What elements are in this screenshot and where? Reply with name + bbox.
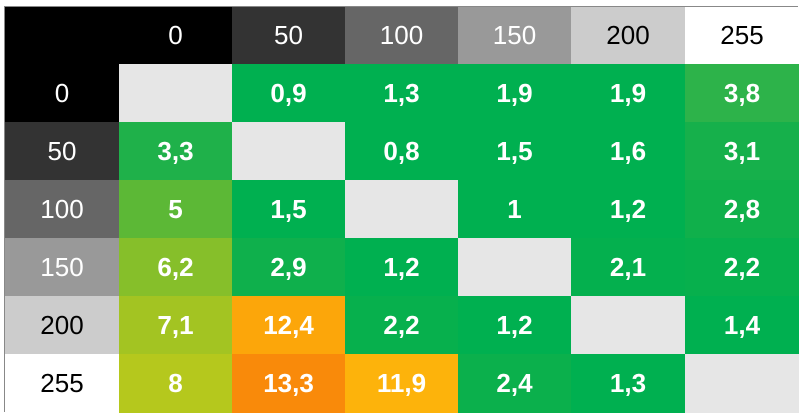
column-header: 200 — [571, 7, 685, 64]
value-cell: 11,9 — [345, 354, 458, 413]
table: 0 50 100 150 200 255 0 0,9 1,3 1,9 1,9 3,8 50 3,3 0,8 1… — [4, 6, 799, 413]
value-cell: 1,3 — [345, 64, 458, 122]
value-cell: 1,2 — [571, 180, 685, 238]
empty-cell — [458, 238, 571, 296]
value-cell: 1,6 — [571, 122, 685, 180]
value-cell: 2,9 — [232, 238, 345, 296]
column-header: 0 — [119, 7, 232, 64]
row-header: 200 — [5, 296, 119, 354]
value-cell: 0,8 — [345, 122, 458, 180]
value-cell: 2,2 — [685, 238, 799, 296]
value-cell: 13,3 — [232, 354, 345, 413]
value-cell: 1,5 — [458, 122, 571, 180]
value-cell: 1,9 — [458, 64, 571, 122]
value-cell: 5 — [119, 180, 232, 238]
row-header: 255 — [5, 354, 119, 413]
column-header: 100 — [345, 7, 458, 64]
empty-cell — [232, 122, 345, 180]
row-header: 50 — [5, 122, 119, 180]
column-header: 50 — [232, 7, 345, 64]
value-cell: 1,2 — [345, 238, 458, 296]
empty-cell — [571, 296, 685, 354]
value-cell: 1 — [458, 180, 571, 238]
empty-cell — [685, 354, 799, 413]
value-cell: 7,1 — [119, 296, 232, 354]
value-cell: 1,5 — [232, 180, 345, 238]
corner-cell — [5, 7, 119, 64]
column-header: 255 — [685, 7, 799, 64]
value-cell: 1,4 — [685, 296, 799, 354]
value-cell: 1,2 — [458, 296, 571, 354]
empty-cell — [345, 180, 458, 238]
row-header: 100 — [5, 180, 119, 238]
row-header: 150 — [5, 238, 119, 296]
row-header: 0 — [5, 64, 119, 122]
value-cell: 3,1 — [685, 122, 799, 180]
empty-cell — [119, 64, 232, 122]
value-cell: 2,2 — [345, 296, 458, 354]
value-cell: 3,8 — [685, 64, 799, 122]
value-cell: 0,9 — [232, 64, 345, 122]
value-cell: 1,9 — [571, 64, 685, 122]
value-cell: 12,4 — [232, 296, 345, 354]
value-cell: 2,8 — [685, 180, 799, 238]
value-cell: 1,3 — [571, 354, 685, 413]
value-cell: 3,3 — [119, 122, 232, 180]
value-cell: 6,2 — [119, 238, 232, 296]
value-cell: 2,4 — [458, 354, 571, 413]
value-cell: 2,1 — [571, 238, 685, 296]
column-header: 150 — [458, 7, 571, 64]
value-cell: 8 — [119, 354, 232, 413]
